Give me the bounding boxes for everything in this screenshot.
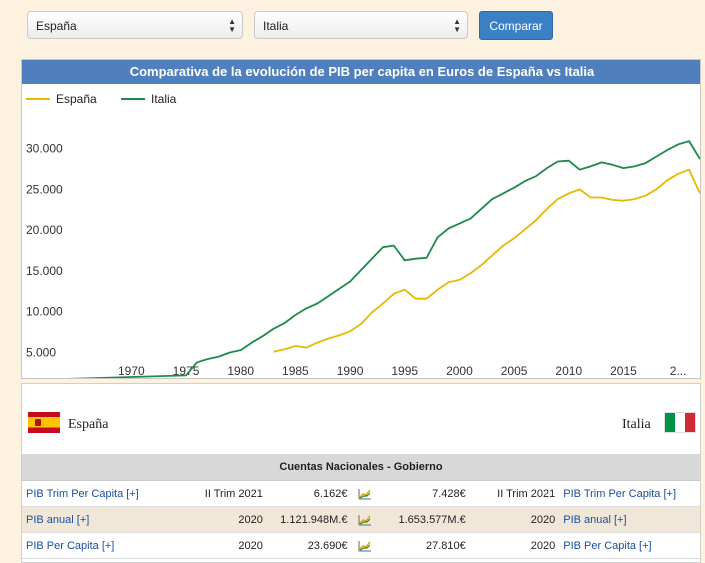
mini-chart-icon[interactable] [358, 514, 372, 526]
indicator-link-left[interactable]: PIB anual [+] [22, 506, 185, 533]
x-tick-label: 1980 [227, 364, 254, 378]
spain-flag-icon [28, 412, 60, 433]
indicator-link-right[interactable]: PIB anual [+] [559, 506, 700, 533]
chart-link[interactable] [351, 480, 378, 507]
italy-flag-icon [664, 412, 696, 433]
period-right: 2020 [469, 506, 560, 533]
table-row: PIB Trim Per Capita [+] II Trim 2021 6.162… [22, 480, 700, 507]
indicator-link-right[interactable]: PIB Per Capita [+] [559, 532, 700, 559]
x-tick-label: 2010 [555, 364, 582, 378]
period-right: 2020 [469, 532, 560, 559]
x-tick-label: 2005 [501, 364, 528, 378]
x-tick-label: 2000 [446, 364, 473, 378]
x-tick-label: 1985 [282, 364, 309, 378]
period-left: 2020 [184, 506, 267, 533]
x-tick-label: 1995 [391, 364, 418, 378]
indicator-link-left[interactable]: PIB Trim Per Capita [+] [22, 480, 185, 507]
chart-container: Comparativa de la evolución de PIB per c… [21, 59, 701, 379]
select-arrows-icon: ▲ ▼ [228, 17, 236, 34]
country2-selected-value: Italia [263, 19, 289, 33]
period-left: II Trim 2021 [184, 480, 267, 507]
mini-chart-icon[interactable] [358, 540, 372, 552]
table-row: PIB Per Capita [+] 2020 23.690€ 27.810€ 2020… [22, 532, 700, 559]
chart-link[interactable] [351, 506, 378, 533]
mini-chart-icon[interactable] [358, 488, 372, 500]
value-right: 27.810€ [377, 532, 470, 559]
chart-title: Comparativa de la evolución de PIB per c… [22, 60, 700, 84]
comparison-panel: España Italia Cuentas Nacionales - Gobie… [21, 383, 701, 563]
country2-select[interactable]: Italia ▲ ▼ [254, 11, 468, 39]
legend-label: España [56, 92, 97, 106]
y-tick-label: 25.000 [26, 182, 63, 196]
select-arrows-icon: ▲ ▼ [453, 17, 461, 34]
legend-label: Italia [151, 92, 177, 106]
y-tick-label: 15.000 [26, 264, 63, 278]
x-tick-label: 1990 [337, 364, 364, 378]
country1-select[interactable]: España ▲ ▼ [27, 11, 243, 39]
x-tick-label: 1970 [118, 364, 145, 378]
chart-link[interactable] [351, 532, 378, 559]
value-left: 1.121.948M.€ [266, 506, 352, 533]
x-tick-label: 2... [670, 364, 687, 378]
x-tick-label: 2015 [610, 364, 637, 378]
section-header: Cuentas Nacionales - Gobierno [22, 454, 700, 481]
y-tick-label: 30.000 [26, 141, 63, 155]
series-line-espaa [273, 168, 700, 353]
indicator-link-left[interactable]: PIB Per Capita [+] [22, 532, 185, 559]
value-right: 7.428€ [377, 480, 470, 507]
indicator-link-right[interactable]: PIB Trim Per Capita [+] [559, 480, 700, 507]
y-tick-label: 10.000 [26, 305, 63, 319]
value-left: 6.162€ [266, 480, 352, 507]
y-tick-label: 5.000 [26, 346, 56, 360]
period-left: 2020 [184, 532, 267, 559]
indicators-table: Cuentas Nacionales - Gobierno PIB Trim P… [22, 454, 700, 559]
country1-selected-value: España [36, 19, 77, 33]
country2-name: Italia [622, 417, 651, 432]
country1-name: España [68, 417, 109, 432]
table-row: PIB anual [+] 2020 1.121.948M.€ 1.653.577M.… [22, 506, 700, 533]
value-left: 23.690€ [266, 532, 352, 559]
line-chart: España Italia 5.000 10.000 15.000 20.000 25.00… [26, 92, 700, 378]
period-right: II Trim 2021 [469, 480, 560, 507]
value-right: 1.653.577M.€ [377, 506, 470, 533]
compare-button[interactable]: Comparar [479, 11, 553, 40]
series-line-italia [67, 140, 700, 378]
y-tick-label: 20.000 [26, 223, 63, 237]
